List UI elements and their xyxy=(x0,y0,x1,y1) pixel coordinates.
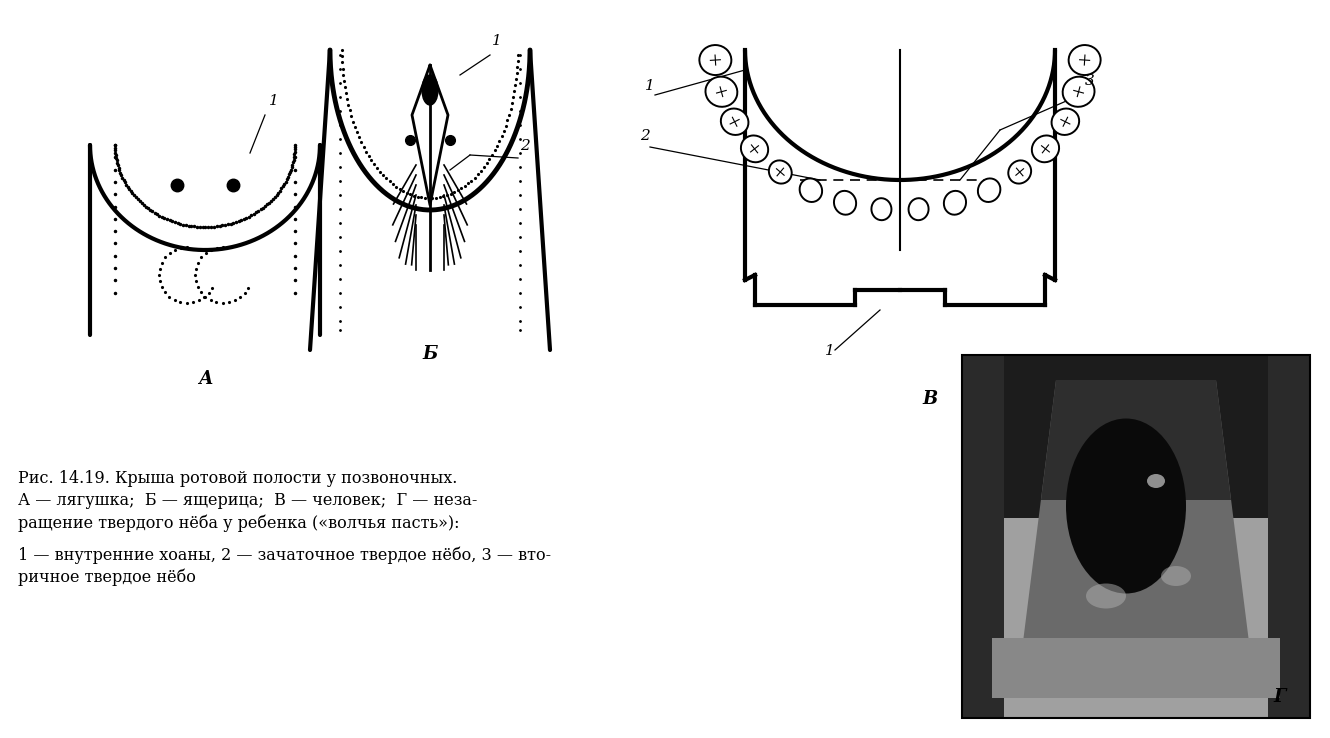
Ellipse shape xyxy=(700,45,732,75)
Ellipse shape xyxy=(1146,474,1165,488)
Text: А: А xyxy=(198,370,213,388)
Ellipse shape xyxy=(834,191,857,215)
Ellipse shape xyxy=(1087,584,1127,609)
Ellipse shape xyxy=(1008,160,1031,184)
Text: 2: 2 xyxy=(520,139,529,153)
Text: Рис. 14.19. Крыша ротовой полости у позвоночных.: Рис. 14.19. Крыша ротовой полости у позв… xyxy=(19,470,458,487)
Text: 1 — внутренние хоаны, 2 — зачаточное твердое нёбо, 3 — вто-: 1 — внутренние хоаны, 2 — зачаточное тве… xyxy=(19,546,551,564)
Text: 1: 1 xyxy=(645,79,654,93)
Text: 1: 1 xyxy=(269,94,279,108)
Text: А — лягушка;  Б — ящерица;  В — человек;  Г — неза-: А — лягушка; Б — ящерица; В — человек; Г… xyxy=(19,492,477,509)
Ellipse shape xyxy=(1032,136,1059,162)
Ellipse shape xyxy=(721,108,749,135)
Text: 1: 1 xyxy=(825,344,835,358)
Text: 2: 2 xyxy=(640,129,650,143)
Ellipse shape xyxy=(741,136,769,162)
Ellipse shape xyxy=(1063,77,1095,107)
Text: ричное твердое нёбо: ричное твердое нёбо xyxy=(19,568,196,585)
Ellipse shape xyxy=(422,75,438,105)
Ellipse shape xyxy=(908,199,928,220)
Polygon shape xyxy=(1021,380,1252,658)
Bar xyxy=(962,355,1310,718)
Ellipse shape xyxy=(705,77,737,107)
Bar xyxy=(992,638,1279,698)
Text: 3: 3 xyxy=(1085,74,1095,88)
Ellipse shape xyxy=(769,160,791,184)
Text: Б: Б xyxy=(423,345,438,363)
Ellipse shape xyxy=(978,179,1000,202)
Text: В: В xyxy=(923,390,938,408)
Text: Г: Г xyxy=(1274,688,1286,706)
Bar xyxy=(962,355,1310,718)
Ellipse shape xyxy=(1052,108,1079,135)
Polygon shape xyxy=(1041,380,1232,500)
Ellipse shape xyxy=(1067,418,1186,593)
Ellipse shape xyxy=(871,199,891,220)
Ellipse shape xyxy=(799,179,822,202)
Bar xyxy=(962,355,1004,718)
Ellipse shape xyxy=(1161,566,1190,586)
Ellipse shape xyxy=(944,191,966,215)
Text: 1: 1 xyxy=(492,34,501,48)
Bar xyxy=(962,355,1310,518)
Bar xyxy=(1269,355,1310,718)
Text: ращение твердого нёба у ребенка («волчья пасть»):: ращение твердого нёба у ребенка («волчья… xyxy=(19,514,459,531)
Ellipse shape xyxy=(1068,45,1101,75)
